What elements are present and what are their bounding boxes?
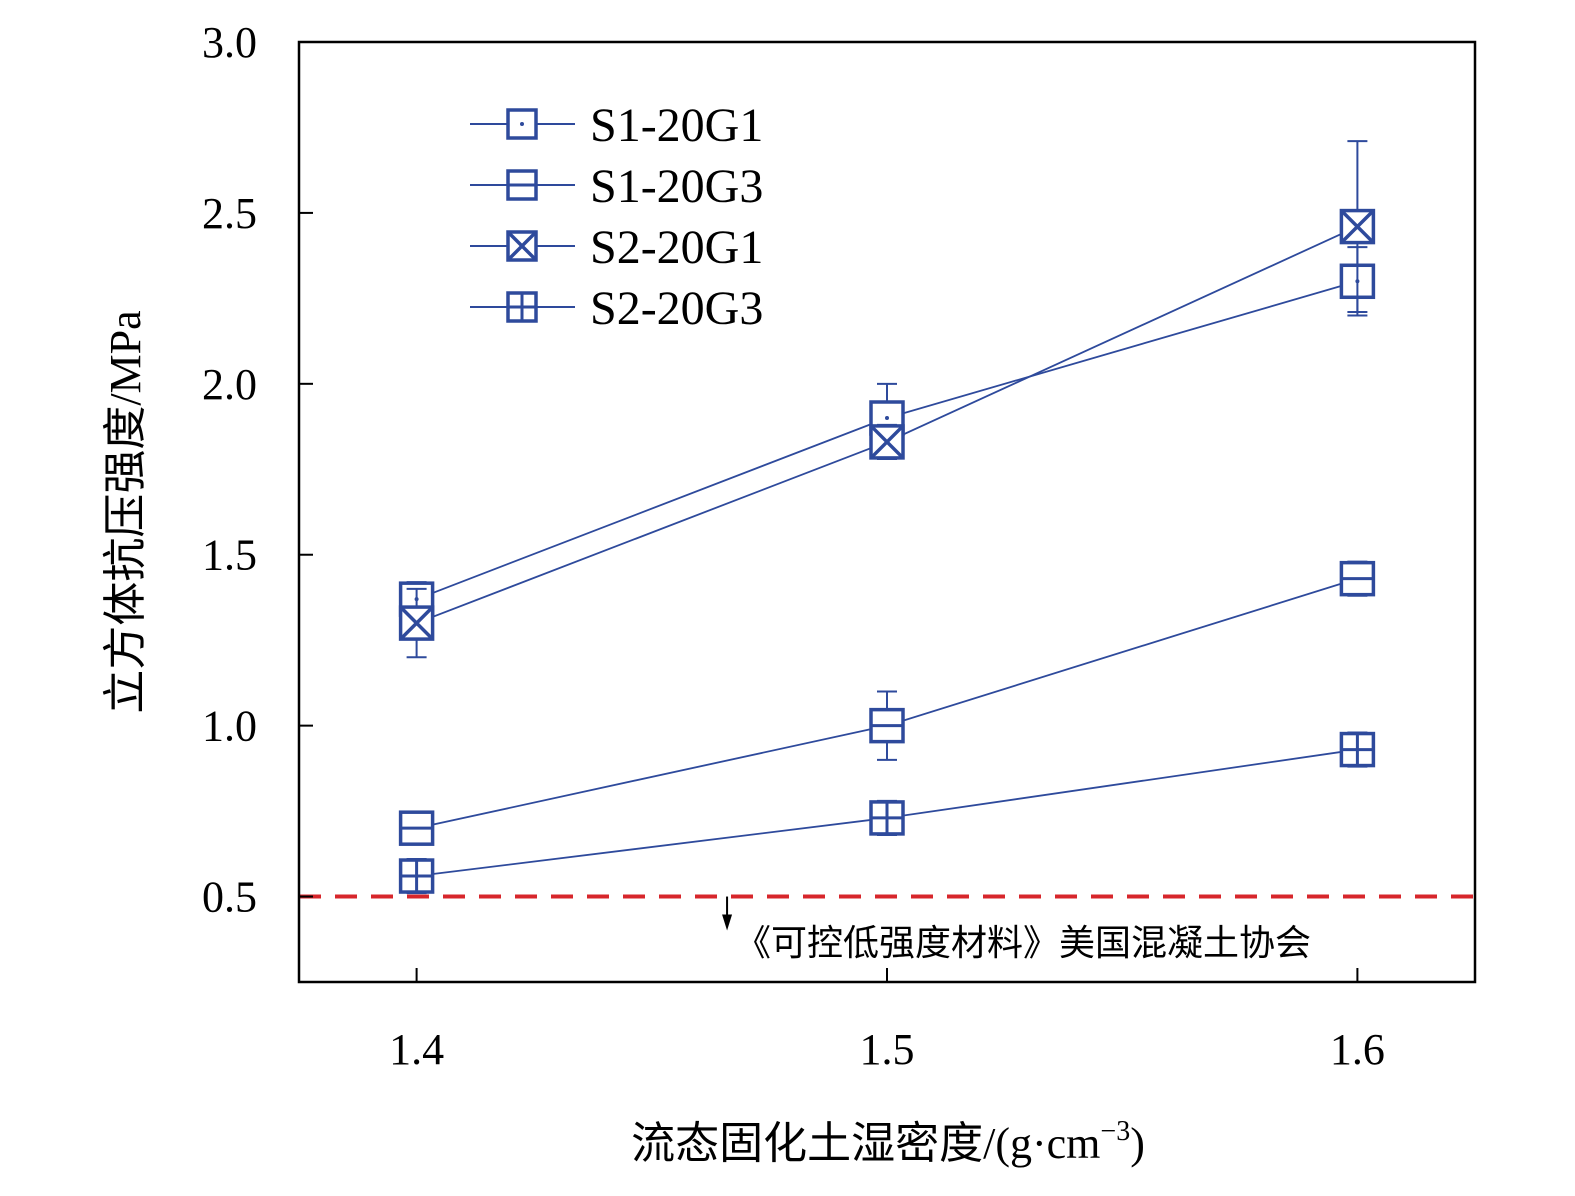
x-tick-label: 1.5 bbox=[860, 1025, 915, 1074]
series-S2-20G1 bbox=[398, 140, 1376, 659]
data-point-marker-dot bbox=[885, 416, 889, 420]
x-tick-label: 1.4 bbox=[389, 1025, 444, 1074]
legend-marker-dot bbox=[520, 122, 524, 126]
y-tick-label: 1.5 bbox=[202, 531, 257, 580]
y-tick-label: 2.5 bbox=[202, 189, 257, 238]
plot-frame bbox=[297, 40, 1477, 984]
y-axis-label: 立方体抗压强度/MPa bbox=[101, 310, 150, 713]
y-tick-label: 1.0 bbox=[202, 702, 257, 751]
y-tick-label: 2.0 bbox=[202, 360, 257, 409]
legend-label: S2-20G3 bbox=[590, 282, 763, 335]
data-point-marker-line bbox=[1340, 209, 1375, 244]
reference-line-label: 《可控低强度材料》美国混凝土协会 bbox=[735, 923, 1311, 963]
legend-marker-line bbox=[506, 230, 538, 262]
legend-label: S2-20G1 bbox=[590, 221, 763, 274]
series-S1-20G3 bbox=[398, 560, 1376, 846]
data-point-marker-line bbox=[869, 424, 905, 460]
y-tick-label: 0.5 bbox=[202, 873, 257, 922]
reference-arrow-head bbox=[722, 914, 733, 931]
x-axis-label: 流态固化土湿密度/(g·cm−3) bbox=[631, 1116, 1145, 1168]
series-S2-20G3 bbox=[398, 731, 1376, 895]
data-point-marker-line bbox=[399, 605, 434, 641]
legend-label: S1-20G1 bbox=[590, 99, 763, 152]
y-tick-label: 3.0 bbox=[202, 18, 257, 67]
x-tick-label: 1.6 bbox=[1330, 1025, 1385, 1074]
legend-label: S1-20G3 bbox=[590, 160, 763, 213]
